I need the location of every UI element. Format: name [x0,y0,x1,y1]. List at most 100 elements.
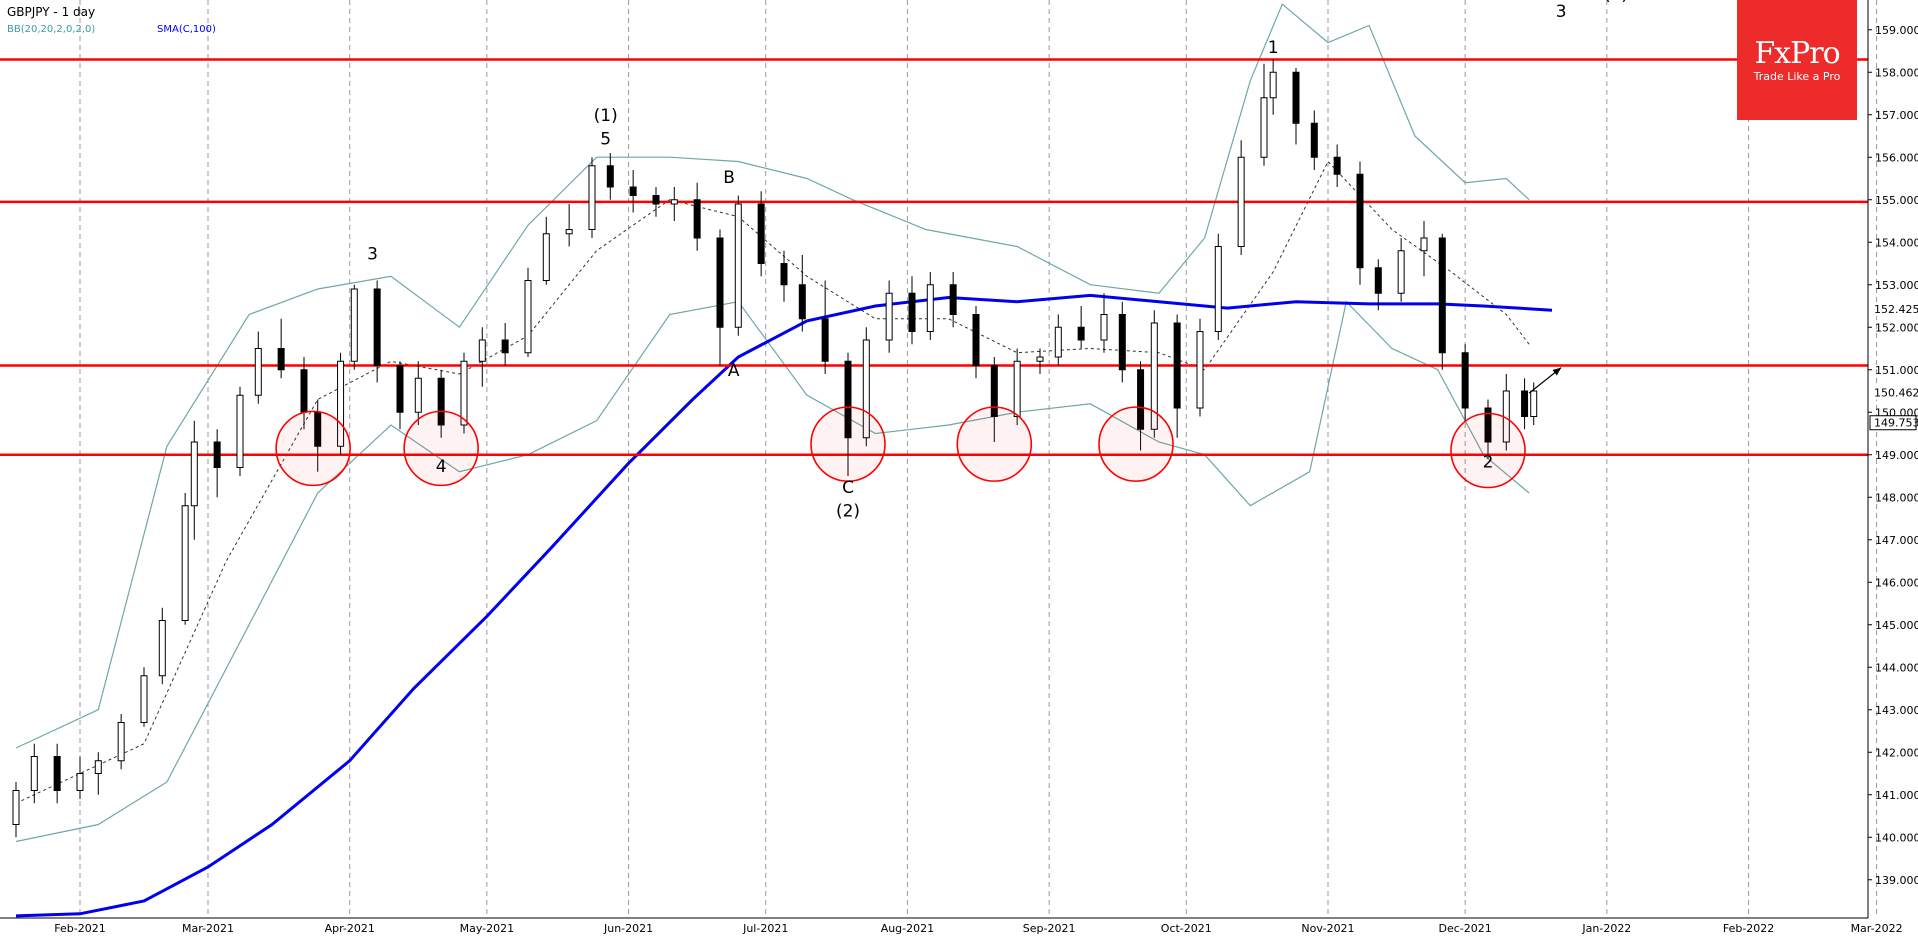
wave-label: 3 [1556,2,1567,22]
candle-down [300,369,308,413]
y-tick-label: 146.000 [1875,576,1918,589]
bb-indicator-label: BB(20,20,2,0,2,0) [7,24,95,35]
candle-up [588,165,596,230]
candle-down [1438,237,1446,354]
logo-tagline: Trade Like a Pro [1753,70,1841,83]
support-circles [275,406,1526,489]
support-circle [1450,412,1526,489]
logo-background [1737,0,1857,120]
candle-down [437,377,445,426]
candle-down [629,186,637,196]
y-tick-label: 151.000 [1875,364,1918,377]
candle-down [949,284,957,315]
candle-up [30,756,38,791]
date-axis: Feb-2021 Mar-2021 Apr-2021 May-2021 Jun-2021… [0,917,1903,935]
candles [12,59,1538,838]
candle-up [1013,360,1021,417]
candle-up [670,199,678,205]
projection-arrow-head [1552,367,1562,376]
candle-up [565,229,573,235]
wave-label: C [842,478,854,498]
price-tag-label: 152.425 [1874,303,1918,316]
candle-up [1196,331,1204,409]
candle-down [693,199,701,239]
price-tag-bg [1870,385,1916,400]
candle-down [1077,326,1085,341]
price-tag-bg [1870,302,1916,317]
wave-label: (3) [1604,0,1628,5]
x-tick-label: Jun-2021 [603,922,653,935]
wave-label: A [728,361,740,381]
candle-up [1054,326,1062,358]
candle-down [396,365,404,413]
wave-label: 4 [436,457,447,477]
candle-down [373,288,381,366]
candle-up [337,360,345,447]
candle-down [1292,71,1300,124]
candle-up [414,377,422,413]
support-circle [403,410,479,487]
x-tick-label: Mar-2021 [182,922,234,935]
x-tick-label: Dec-2021 [1439,922,1492,935]
y-tick-label: 152.000 [1875,321,1918,334]
candle-down [53,756,61,791]
candle-up [1260,97,1268,158]
candle-down [1310,122,1318,158]
candle-up [12,790,20,825]
candle-down [757,203,765,264]
candle-up [460,360,468,426]
y-tick-label: 148.000 [1875,491,1918,504]
x-tick-label: Jan-2022 [1581,922,1631,935]
candle-up [1100,314,1108,341]
candle-down [501,339,509,354]
support-circle [1098,406,1174,482]
candle-up [885,292,893,341]
candle-down [908,292,916,332]
price-axis: 139.000 140.000 141.000 142.000 143.000 144.0… [1867,0,1918,918]
y-tick-label: 147.000 [1875,534,1918,547]
y-tick-label: 149.000 [1875,449,1918,462]
candle-down [1333,156,1341,175]
candle-down [652,195,660,205]
wave-label: 5 [600,130,611,150]
candle-down [1356,173,1364,269]
sma-line [15,293,1553,918]
candle-down [1521,390,1529,417]
candle-down [1137,369,1145,430]
grid [79,0,1878,918]
candle-down [1461,352,1469,409]
price-tag-label: 150.462 [1874,387,1918,400]
y-tick-label: 153.000 [1875,279,1918,292]
candle-down [844,360,852,439]
x-tick-label: Oct-2021 [1161,922,1212,935]
candle-down [821,318,829,362]
y-tick-label: 145.000 [1875,619,1918,632]
x-tick-label: Feb-2022 [1723,922,1774,935]
y-tick-label: 144.000 [1875,661,1918,674]
wave-labels: (1) 5 3 4 B A C (2) 1 2 3 (3) [367,0,1628,521]
y-tick-label: 141.000 [1875,789,1918,802]
fxpro-logo[interactable]: FxPro Trade Like a Pro [1737,0,1857,120]
candle-up [926,284,934,332]
logo-brand: FxPro [1754,36,1839,71]
x-tick-label: Nov-2021 [1301,922,1354,935]
x-tick-label: Jul-2021 [742,922,788,935]
candle-up [542,233,550,281]
x-tick-label: Apr-2021 [325,922,375,935]
wave-label: 3 [367,244,378,264]
candle-down [990,365,998,417]
x-tick-label: May-2021 [460,922,515,935]
candle-down [780,263,788,286]
candle-up [181,505,189,621]
y-tick-label: 157.000 [1875,109,1918,122]
x-tick-label: Sep-2021 [1023,922,1076,935]
horizontal-levels [0,58,1868,456]
candle-down [1374,267,1382,294]
candle-up [158,620,166,677]
bollinger-bands [15,3,1530,843]
candle-up [1530,390,1538,417]
bb-upper-line [15,3,1530,749]
candle-up [117,722,125,762]
